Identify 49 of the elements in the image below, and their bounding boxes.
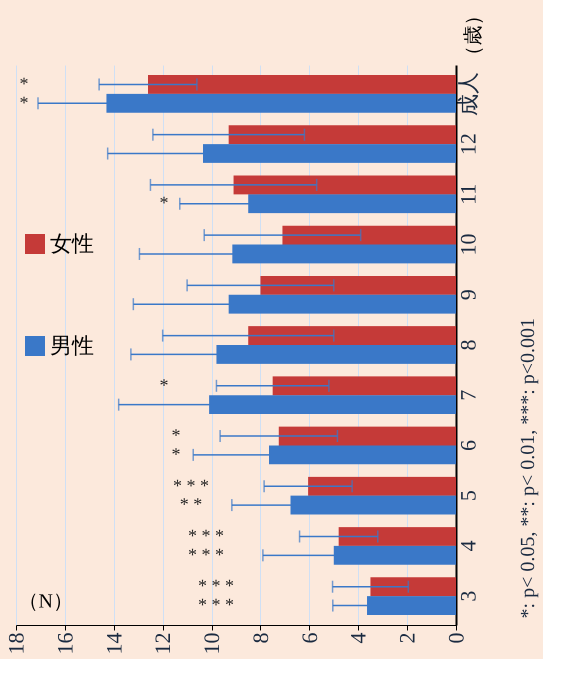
bar — [228, 125, 456, 144]
y-tick-label: 11 — [456, 184, 480, 205]
bar — [248, 326, 456, 345]
y-tick-label: 3 — [456, 590, 480, 602]
y-tick-label: 7 — [456, 390, 480, 401]
legend-label: 男性 — [50, 334, 94, 359]
bar — [234, 175, 456, 194]
annotation: * — [20, 73, 28, 94]
x-tick-label: 6 — [296, 632, 322, 644]
annotation: * — [160, 192, 168, 213]
x-tick-label: 12 — [150, 632, 176, 654]
annotation: * — [172, 444, 180, 464]
legend-label: 女性 — [50, 232, 94, 257]
annotation: * * * — [188, 525, 224, 546]
x-axis-title: （N） — [18, 590, 73, 612]
annotation: * — [172, 425, 180, 446]
annotation: * — [160, 374, 168, 395]
annotation: * — [20, 92, 28, 112]
y-tick-label: 9 — [456, 289, 480, 300]
annotation: * * * — [188, 544, 224, 564]
x-tick-label: 0 — [444, 632, 468, 644]
x-tick-label: 18 — [4, 632, 28, 654]
annotation: * * — [180, 494, 202, 514]
y-tick-label: 6 — [456, 440, 480, 451]
y-tick-label: 4 — [456, 540, 480, 552]
bar — [260, 276, 456, 295]
x-tick-label: 10 — [199, 632, 224, 654]
y-tick-label: 8 — [456, 340, 480, 350]
bar — [338, 527, 456, 546]
bar — [370, 577, 456, 596]
x-tick-label: 14 — [101, 632, 126, 654]
annotation: * * * — [198, 594, 234, 615]
x-tick-label: 8 — [248, 632, 273, 644]
bar — [282, 226, 456, 245]
annotation: * * * — [173, 475, 209, 496]
bar — [272, 376, 456, 396]
text: *: p< 0.05, **: p< 0.01, ***: p<0.001 — [517, 318, 539, 618]
y-tick-label: 5 — [456, 490, 480, 502]
x-tick-label: 2 — [394, 632, 420, 644]
annotation: * * * — [198, 576, 234, 596]
bar — [278, 426, 456, 446]
bar — [148, 75, 456, 94]
x-tick-label: 16 — [52, 632, 78, 654]
bar — [308, 476, 456, 496]
x-tick-label: 4 — [346, 632, 371, 644]
y-axis-title: （歳） — [462, 6, 484, 66]
y-tick-label: 成人 — [456, 72, 480, 116]
y-tick-label: 10 — [456, 234, 480, 256]
y-tick-label: 12 — [456, 133, 480, 156]
